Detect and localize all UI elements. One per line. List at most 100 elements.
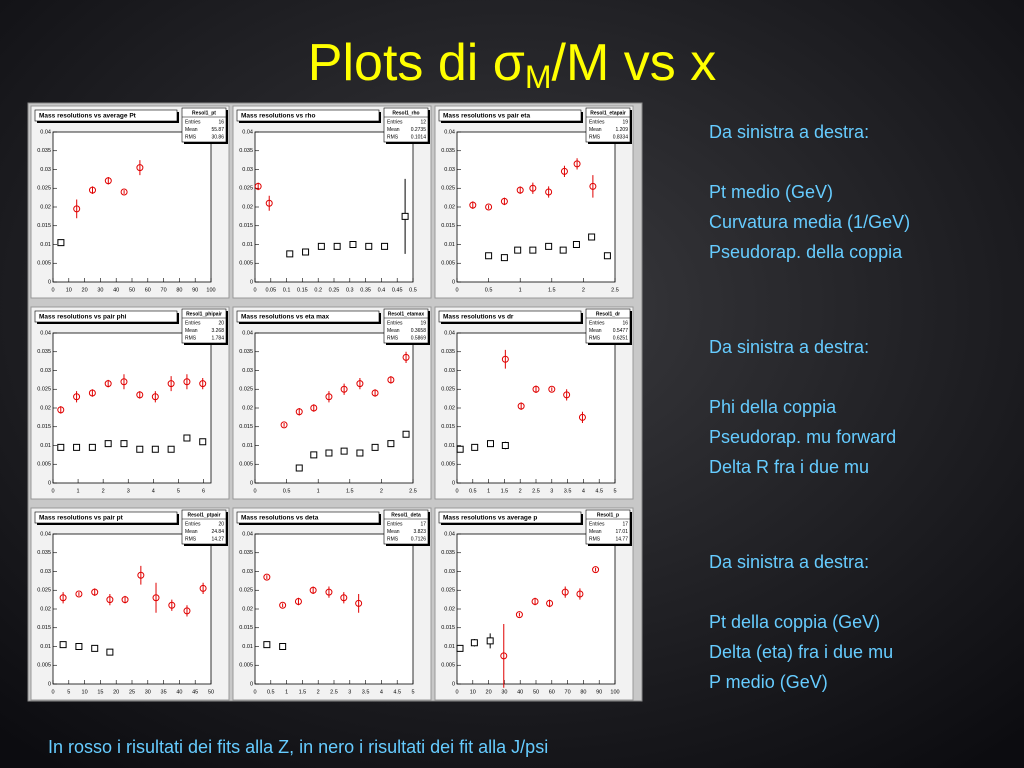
stats-value: 12 xyxy=(420,119,426,125)
stats-name: Resol1_rho xyxy=(392,110,419,116)
point xyxy=(381,242,389,250)
y-tick-label: 0 xyxy=(452,279,455,285)
x-tick-label: 4 xyxy=(582,488,585,494)
stats-value: 20 xyxy=(218,521,224,527)
y-tick-label: 0.02 xyxy=(444,606,455,612)
point xyxy=(294,598,302,605)
x-tick-label: 60 xyxy=(145,287,151,293)
title-box xyxy=(34,109,178,122)
x-tick-label: 2.5 xyxy=(611,287,619,293)
point xyxy=(137,571,145,579)
point xyxy=(265,199,273,207)
point xyxy=(563,391,571,399)
x-tick-label: 0 xyxy=(455,689,458,695)
x-tick-label: 3 xyxy=(348,689,351,695)
point xyxy=(456,445,464,453)
point xyxy=(120,188,128,196)
stats-label: Mean xyxy=(185,127,198,133)
y-tick-label: 0.015 xyxy=(239,625,253,631)
point xyxy=(199,380,207,388)
stats-value: 14.77 xyxy=(615,536,628,542)
stats-label: Mean xyxy=(589,529,602,535)
point xyxy=(529,184,537,192)
point xyxy=(471,443,479,451)
stats-value: 0.7126 xyxy=(411,536,427,542)
point xyxy=(88,389,96,397)
point xyxy=(401,212,409,220)
y-tick-label: 0.015 xyxy=(239,424,253,430)
y-tick-label: 0.01 xyxy=(242,242,253,248)
y-tick-label: 0.015 xyxy=(239,223,253,229)
y-tick-label: 0.02 xyxy=(242,606,253,612)
x-tick-label: 40 xyxy=(113,287,119,293)
point xyxy=(302,248,310,256)
x-tick-label: 35 xyxy=(161,689,167,695)
y-tick-label: 0.02 xyxy=(444,405,455,411)
note-line: Delta R fra i due mu xyxy=(709,457,869,477)
x-tick-label: 0.5 xyxy=(469,488,477,494)
y-tick-label: 0 xyxy=(48,279,51,285)
x-tick-label: 0 xyxy=(253,689,256,695)
point xyxy=(559,246,567,254)
point xyxy=(279,601,287,609)
stats-box xyxy=(181,308,227,344)
x-tick-label: 25 xyxy=(129,689,135,695)
point xyxy=(469,201,477,209)
stats-box xyxy=(585,308,631,344)
x-tick-label: 70 xyxy=(565,689,571,695)
x-tick-label: 3 xyxy=(550,488,553,494)
point xyxy=(325,393,333,401)
x-tick-label: 80 xyxy=(580,689,586,695)
stats-value: 0.5477 xyxy=(613,328,629,334)
x-tick-label: 10 xyxy=(82,689,88,695)
title-part: Plots di xyxy=(308,34,493,92)
y-tick-label: 0.03 xyxy=(444,368,455,374)
x-tick-label: 0.15 xyxy=(297,287,308,293)
y-tick-label: 0.035 xyxy=(239,148,253,154)
title-box xyxy=(438,109,582,122)
point xyxy=(592,566,600,574)
stats-label: RMS xyxy=(387,335,399,341)
x-tick-label: 10 xyxy=(470,689,476,695)
stats-value: 0.1014 xyxy=(411,134,427,140)
point xyxy=(501,355,509,363)
x-tick-label: 4 xyxy=(152,488,155,494)
y-tick-label: 0.025 xyxy=(37,588,51,594)
note-header: Da sinistra a destra: xyxy=(709,337,869,357)
x-tick-label: 1.5 xyxy=(501,488,509,494)
plot-area xyxy=(254,131,414,283)
x-tick-label: 0 xyxy=(455,488,458,494)
y-tick-label: 0.03 xyxy=(444,167,455,173)
x-tick-label: 90 xyxy=(192,287,198,293)
y-tick-label: 0 xyxy=(452,681,455,687)
x-tick-label: 80 xyxy=(176,287,182,293)
stats-value: 1.784 xyxy=(211,335,224,341)
stats-label: RMS xyxy=(387,134,399,140)
point xyxy=(340,594,348,602)
y-tick-label: 0.01 xyxy=(40,443,51,449)
point xyxy=(545,242,553,250)
stats-name: Resol1_phipair xyxy=(186,311,222,317)
stats-name: Resol1_p xyxy=(597,512,619,518)
y-tick-label: 0.02 xyxy=(444,204,455,210)
y-tick-label: 0 xyxy=(452,480,455,486)
footer: In rosso i risultati dei fits alla Z, in… xyxy=(48,737,548,757)
point xyxy=(199,438,207,446)
stats-label: Mean xyxy=(589,328,602,334)
point xyxy=(532,385,540,393)
title-box xyxy=(438,511,582,524)
stats-value: 0.5869 xyxy=(411,335,427,341)
stats-label: RMS xyxy=(185,536,197,542)
stats-name: Resol1_ptpair xyxy=(187,512,220,518)
point xyxy=(280,421,288,429)
stats-label: Entries xyxy=(387,521,403,527)
point xyxy=(136,445,144,453)
y-tick-label: 0.035 xyxy=(239,550,253,556)
note-line: Delta (eta) fra i due mu xyxy=(709,642,893,662)
y-tick-label: 0.005 xyxy=(37,462,51,468)
y-tick-label: 0.025 xyxy=(239,387,253,393)
point xyxy=(57,406,65,414)
stats-label: Entries xyxy=(185,320,201,326)
x-tick-label: 30 xyxy=(501,689,507,695)
